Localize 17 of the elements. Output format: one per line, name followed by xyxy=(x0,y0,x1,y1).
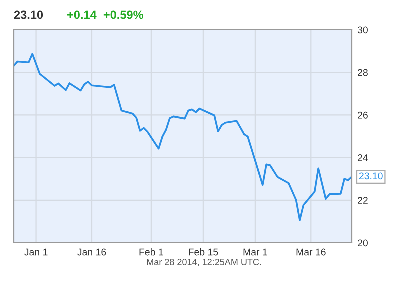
y-tick-label: 30 xyxy=(358,26,368,34)
x-tick-label: Jan 16 xyxy=(78,248,106,256)
chart-title: 23.10 xyxy=(14,10,44,20)
text: Mar 28 2014, 12:25AM UTC. xyxy=(147,259,262,266)
y-tick-label: 22 xyxy=(358,197,368,204)
y-tick-label: 24 xyxy=(358,154,368,162)
x-tick-label: Feb 1 xyxy=(140,248,164,256)
y-tick-label: 26 xyxy=(358,112,368,119)
x-tick-label: Mar 16 xyxy=(296,248,326,256)
x-tick-label: Mar 1 xyxy=(244,248,268,256)
x-tick-label: Feb 15 xyxy=(189,248,218,256)
y-tick-label: 28 xyxy=(358,69,368,76)
chart-subtitle: +0.14 +0.59% xyxy=(67,10,144,20)
y-tick-label: 20 xyxy=(358,240,368,247)
annotation: 23.10 xyxy=(359,172,383,180)
x-tick-label: Jan 1 xyxy=(24,248,48,256)
line-series xyxy=(14,53,352,222)
